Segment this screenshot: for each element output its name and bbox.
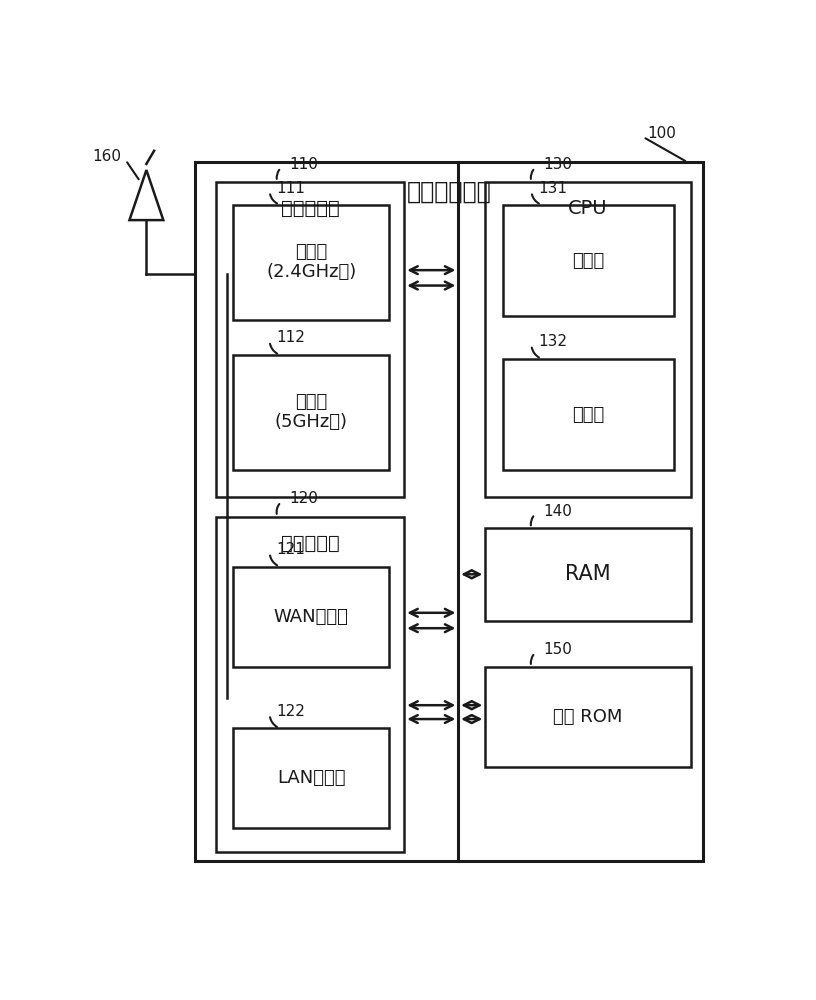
- Bar: [215, 182, 405, 497]
- Text: 120: 120: [289, 491, 317, 506]
- Text: CPU: CPU: [568, 199, 608, 218]
- Text: (2.4GHz用): (2.4GHz用): [266, 263, 357, 281]
- Bar: [486, 182, 691, 497]
- Bar: [486, 667, 691, 767]
- Bar: [233, 355, 389, 470]
- Bar: [233, 728, 389, 828]
- Text: 开始部: 开始部: [572, 406, 605, 424]
- Text: 132: 132: [539, 334, 567, 349]
- Text: 122: 122: [277, 704, 305, 719]
- Text: 无线通信装置: 无线通信装置: [406, 180, 491, 204]
- Text: 请求部: 请求部: [572, 252, 605, 270]
- Text: 快闪 ROM: 快闪 ROM: [553, 708, 623, 726]
- Text: 通信部: 通信部: [295, 393, 327, 411]
- Bar: [233, 567, 389, 667]
- Text: 140: 140: [543, 504, 572, 519]
- Bar: [503, 359, 674, 470]
- Text: 131: 131: [539, 181, 567, 196]
- Bar: [195, 162, 703, 861]
- Text: 112: 112: [277, 330, 305, 345]
- Text: 130: 130: [543, 157, 572, 172]
- Text: 150: 150: [543, 642, 572, 657]
- Bar: [486, 528, 691, 620]
- Text: LAN侧接口: LAN侧接口: [277, 769, 345, 787]
- Bar: [503, 205, 674, 316]
- Text: RAM: RAM: [565, 564, 611, 584]
- Text: 121: 121: [277, 542, 305, 557]
- Text: 100: 100: [647, 126, 676, 141]
- Text: (5GHz用): (5GHz用): [275, 413, 348, 431]
- Bar: [233, 205, 389, 320]
- Text: 通信部: 通信部: [295, 243, 327, 261]
- Text: WAN侧接口: WAN侧接口: [273, 608, 348, 626]
- Bar: [215, 517, 405, 852]
- Text: 110: 110: [289, 157, 317, 172]
- Text: 111: 111: [277, 181, 305, 196]
- Text: 160: 160: [92, 149, 121, 164]
- Text: 有线通信部: 有线通信部: [281, 534, 339, 553]
- Text: 无线通信部: 无线通信部: [281, 199, 339, 218]
